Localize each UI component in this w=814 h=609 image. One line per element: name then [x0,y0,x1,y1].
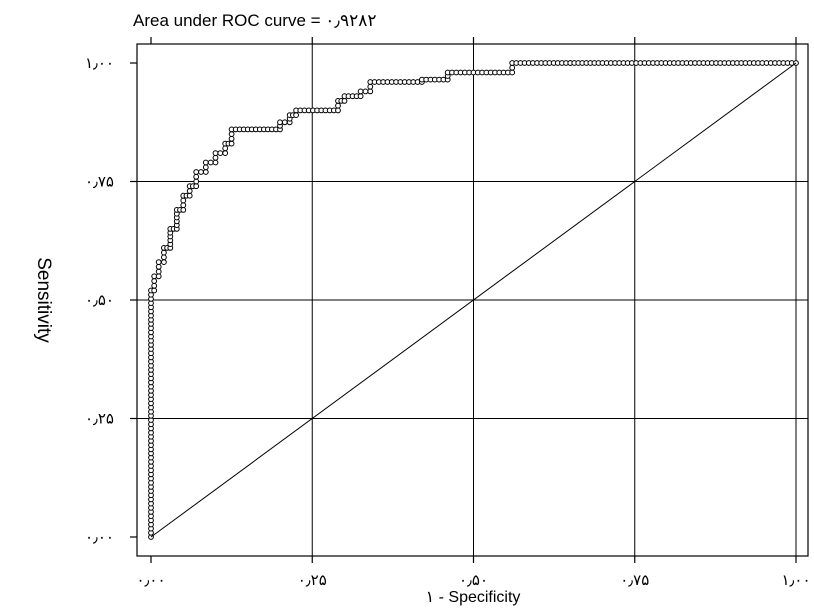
roc-point-160 [367,83,374,90]
roc-point-109 [222,150,229,157]
y-axis-label: Sensitivity [33,257,54,343]
y-tick-label-2: ۰٫۵۰ [85,292,114,309]
roc-point-105 [212,159,219,166]
roc-point-136 [293,112,300,118]
roc-point-110 [222,145,229,152]
roc-point-64 [155,273,162,280]
roc-point-103 [202,159,209,166]
x-tick-label-0: ۰٫۰۰ [136,572,165,589]
roc-point-131 [281,119,288,126]
x-tick-label-1: ۰٫۲۵ [298,572,327,589]
roc-point-99 [193,169,200,175]
grid-lines [137,44,808,556]
roc-point-68 [161,259,167,266]
roc-point-60 [151,287,158,294]
roc-point-147 [335,107,341,114]
roc-point-65 [155,268,162,275]
roc-point-148 [335,102,341,109]
plot-series [148,60,799,540]
axis-ticks: ۰٫۰۰ ۰٫۲۵ ۰٫۵۰ ۰٫۷۵ ۱٫۰۰ ۰٫۰۰ ۰٫۲۵ ۰٫۵۰ ۰٫۷۵ ۱٫۰۰ [85,37,811,589]
roc-point-113 [228,140,235,147]
roc-point-108 [217,150,224,157]
roc-point-130 [277,119,283,126]
x-tick-label-2: ۰٫۵۰ [459,572,488,589]
roc-point-93 [186,188,193,194]
roc-point-70 [161,249,167,256]
y-tick-label-0: ۰٫۰۰ [85,529,114,546]
roc-point-197 [509,69,516,76]
roc-point-67 [155,259,162,266]
roc-point-100 [198,169,204,175]
roc-point-104 [207,159,214,166]
roc-curve-markers [148,60,799,540]
roc-point-156 [357,93,364,100]
roc-point-87 [180,207,187,213]
x-tick-label-3: ۰٫۷۵ [620,572,649,589]
roc-point-89 [180,197,187,204]
reference-diagonal-line [150,62,797,538]
roc-point-114 [228,135,235,142]
roc-point-98 [193,173,200,180]
roc-point-107 [212,150,219,157]
roc-point-66 [155,263,162,270]
y-tick-label-3: ۰٫۷۵ [85,174,114,191]
roc-point-115 [228,131,235,138]
roc-point-157 [357,88,364,95]
roc-point-61 [151,282,158,289]
roc-point-198 [509,64,516,71]
roc-point-96 [193,183,200,190]
roc-point-151 [341,98,348,104]
roc-point-97 [193,178,200,185]
roc-point-102 [202,164,209,171]
roc-point-92 [186,192,193,199]
roc-point-159 [367,88,374,95]
y-tick-label-1: ۰٫۲۵ [85,411,114,428]
x-axis-label: ۱ - Specificity [426,589,521,606]
chart-title: Area under ROC curve = ۰٫۹۲۸۲ [133,11,376,30]
roc-point-101 [202,169,209,175]
roc-point-69 [161,254,167,261]
roc-point-158 [362,88,369,95]
roc-point-106 [212,154,219,161]
y-tick-label-4: ۱٫۰۰ [85,55,114,72]
x-tick-label-4: ۱٫۰۰ [781,572,810,589]
roc-point-88 [180,202,187,209]
roc-point-62 [151,278,158,284]
